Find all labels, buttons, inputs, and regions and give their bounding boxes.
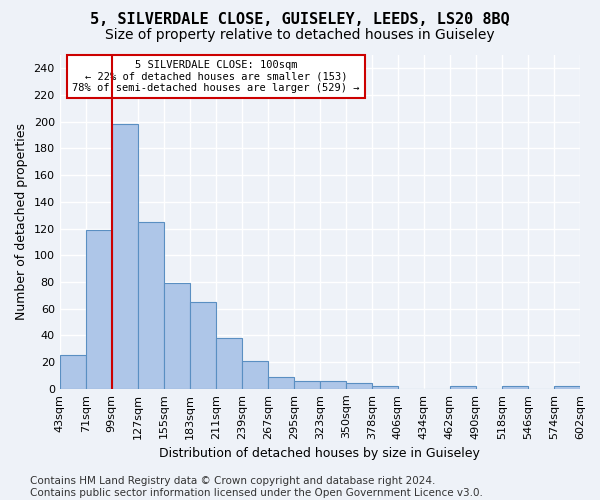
Bar xyxy=(112,124,138,389)
Bar xyxy=(164,284,190,389)
Bar xyxy=(190,302,216,389)
Text: 5 SILVERDALE CLOSE: 100sqm
← 22% of detached houses are smaller (153)
78% of sem: 5 SILVERDALE CLOSE: 100sqm ← 22% of deta… xyxy=(72,60,359,93)
Bar xyxy=(216,338,242,389)
Bar xyxy=(554,386,580,389)
Bar xyxy=(450,386,476,389)
Text: Contains HM Land Registry data © Crown copyright and database right 2024.
Contai: Contains HM Land Registry data © Crown c… xyxy=(30,476,483,498)
Text: Size of property relative to detached houses in Guiseley: Size of property relative to detached ho… xyxy=(105,28,495,42)
Text: 5, SILVERDALE CLOSE, GUISELEY, LEEDS, LS20 8BQ: 5, SILVERDALE CLOSE, GUISELEY, LEEDS, LS… xyxy=(90,12,510,28)
Bar xyxy=(86,230,112,389)
Bar xyxy=(138,222,164,389)
Bar xyxy=(502,386,528,389)
Bar xyxy=(268,377,294,389)
Bar xyxy=(372,386,398,389)
Bar xyxy=(320,381,346,389)
X-axis label: Distribution of detached houses by size in Guiseley: Distribution of detached houses by size … xyxy=(160,447,480,460)
Bar xyxy=(346,384,372,389)
Y-axis label: Number of detached properties: Number of detached properties xyxy=(15,124,28,320)
Bar xyxy=(242,361,268,389)
Bar xyxy=(294,381,320,389)
Bar xyxy=(59,356,86,389)
